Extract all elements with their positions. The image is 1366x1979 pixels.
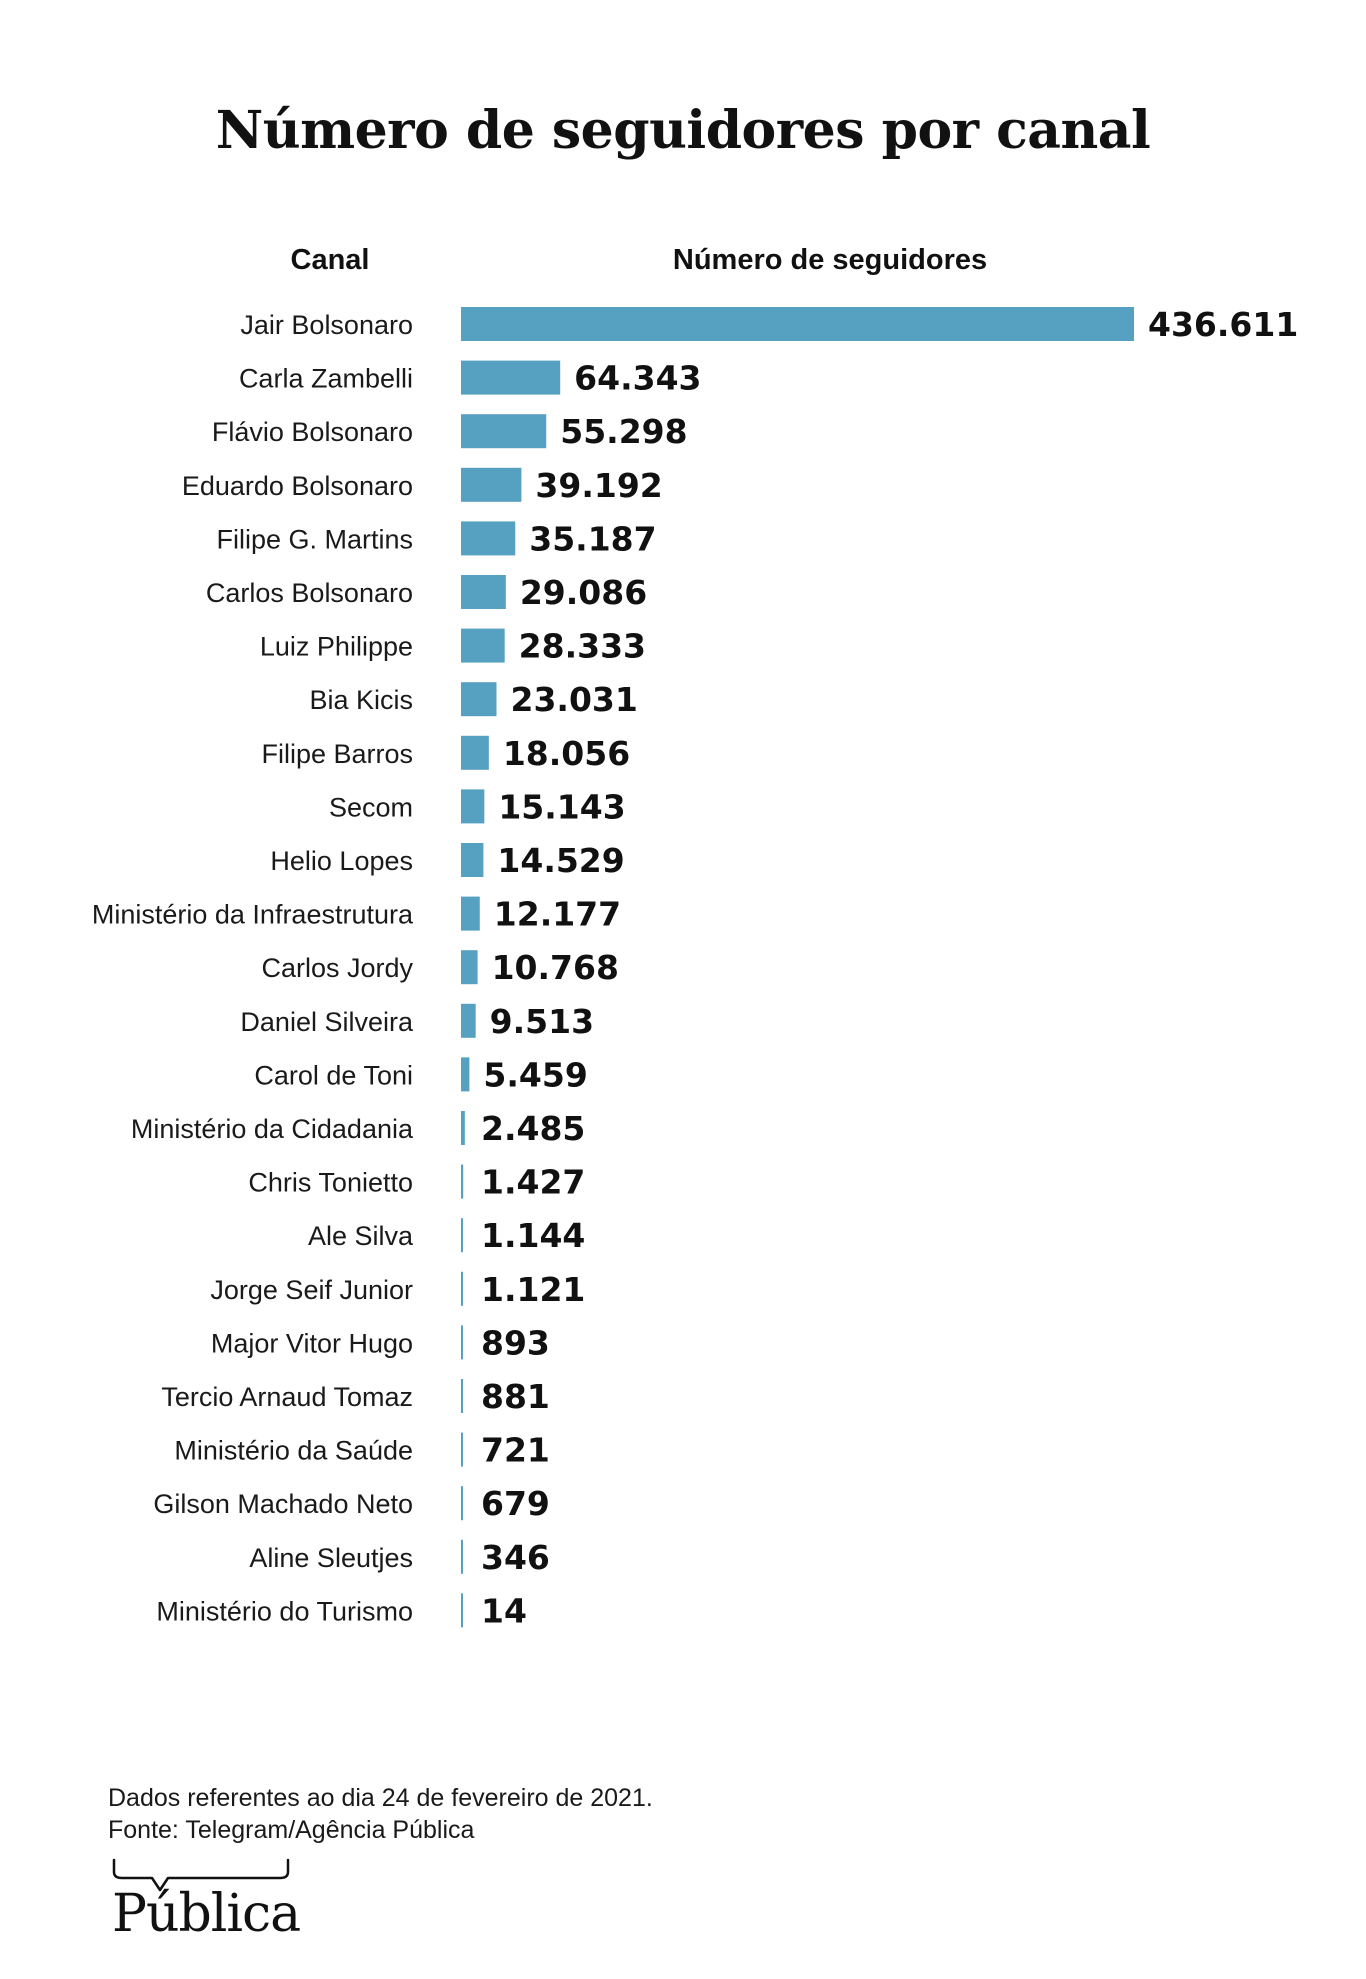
value-label: 436.611 [1148, 305, 1298, 344]
category-label: Ministério da Cidadania [131, 1114, 414, 1144]
value-label: 18.056 [503, 734, 630, 773]
value-label: 1.427 [481, 1163, 585, 1202]
bar [461, 1539, 463, 1574]
bar [461, 1003, 476, 1038]
category-label: Helio Lopes [270, 846, 413, 876]
value-label: 15.143 [498, 787, 625, 826]
category-label: Flávio Bolsonaro [212, 417, 413, 447]
footnote-source: Fonte: Telegram/Agência Pública [108, 1816, 475, 1844]
category-label: Ministério da Saúde [174, 1436, 413, 1466]
value-label: 10.768 [492, 948, 619, 987]
bar [461, 789, 485, 824]
bar [461, 950, 478, 985]
footnote: Dados referentes ao dia 24 de fevereiro … [108, 1782, 653, 1846]
value-label: 881 [481, 1377, 550, 1416]
bar [461, 1379, 463, 1413]
category-label: Eduardo Bolsonaro [182, 471, 413, 501]
bar [461, 1218, 463, 1253]
category-label: Ministério da Infraestrutura [92, 900, 414, 930]
bar [461, 414, 547, 449]
value-label: 893 [481, 1323, 550, 1362]
publica-logo: Pública [108, 1858, 308, 1958]
value-label: 23.031 [511, 680, 638, 719]
value-label: 35.187 [529, 519, 656, 558]
bar [461, 1432, 463, 1467]
category-label: Aline Sleutjes [249, 1543, 413, 1573]
category-label: Secom [329, 792, 413, 822]
value-label: 2.485 [481, 1109, 585, 1148]
bar [461, 735, 489, 770]
bar [461, 1057, 470, 1092]
value-label: 5.459 [483, 1055, 587, 1094]
category-label: Bia Kicis [309, 685, 413, 715]
value-label: 346 [481, 1538, 550, 1577]
logo-text: Pública [112, 1884, 301, 1944]
category-label: Chris Tonietto [248, 1168, 413, 1198]
category-label: Ale Silva [308, 1221, 414, 1251]
category-label: Carol de Toni [254, 1060, 413, 1090]
bar [461, 1111, 465, 1145]
value-label: 64.343 [574, 359, 701, 398]
category-label: Ministério do Turismo [156, 1596, 413, 1626]
bar [461, 1593, 463, 1628]
category-label: Major Vitor Hugo [211, 1328, 413, 1358]
value-label: 14 [481, 1591, 527, 1630]
value-label: 14.529 [497, 841, 624, 880]
bar [461, 360, 561, 395]
bar [461, 682, 497, 717]
bar-chart: Jair Bolsonaro 436.611 Carla Zambelli 64.34… [92, 305, 1298, 1630]
category-label: Carla Zambelli [239, 364, 413, 394]
value-label: 29.086 [520, 573, 647, 612]
bar [461, 628, 505, 663]
value-label: 721 [481, 1431, 550, 1470]
bar [461, 1164, 464, 1199]
value-label: 39.192 [535, 466, 662, 505]
bar [461, 843, 484, 877]
category-label: Luiz Philippe [260, 632, 413, 662]
bar [461, 467, 522, 502]
bar [461, 1325, 463, 1360]
bar [461, 307, 1134, 341]
bar [461, 896, 480, 931]
column-header-canal: Canal [290, 244, 370, 276]
category-label: Gilson Machado Neto [153, 1489, 413, 1519]
category-label: Tercio Arnaud Tomaz [161, 1382, 413, 1412]
bar [461, 1271, 463, 1306]
value-label: 9.513 [490, 1002, 594, 1041]
speech-bracket-icon [112, 1858, 290, 1892]
bar [461, 1486, 463, 1521]
category-label: Daniel Silveira [240, 1007, 414, 1037]
chart-title: Número de seguidores por canal [215, 100, 1151, 161]
category-label: Carlos Jordy [261, 953, 413, 983]
value-label: 1.121 [481, 1270, 585, 1309]
category-label: Filipe G. Martins [216, 524, 413, 554]
category-label: Filipe Barros [261, 739, 413, 769]
value-label: 55.298 [560, 412, 687, 451]
column-header-numero: Número de seguidores [672, 244, 988, 276]
category-label: Jair Bolsonaro [240, 310, 413, 340]
bar [461, 521, 516, 556]
category-label: Carlos Bolsonaro [206, 578, 413, 608]
footnote-date: Dados referentes ao dia 24 de fevereiro … [108, 1784, 653, 1812]
category-label: Jorge Seif Junior [210, 1275, 413, 1305]
value-label: 28.333 [519, 627, 646, 666]
value-label: 679 [481, 1484, 550, 1523]
value-label: 1.144 [481, 1216, 585, 1255]
bar [461, 575, 506, 609]
value-label: 12.177 [494, 895, 621, 934]
